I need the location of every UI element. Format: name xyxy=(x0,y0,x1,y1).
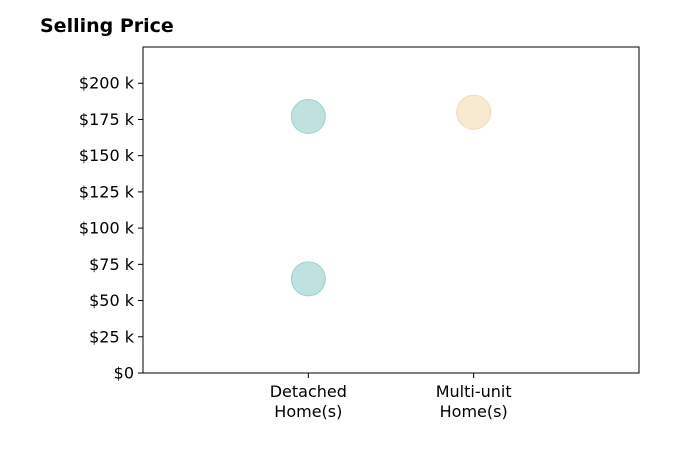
data-point-1 xyxy=(290,261,326,297)
data-point-0 xyxy=(290,99,326,135)
y-tick-label-8: $200 k xyxy=(79,74,135,93)
x-tick-label-0: Detached Home(s) xyxy=(270,382,347,421)
chart-title: Selling Price xyxy=(40,15,174,37)
y-tick-label-0: $0 xyxy=(114,364,134,383)
y-tick-label-4: $100 k xyxy=(79,219,135,238)
y-axis: $0 $25 k $50 k $75 k $100 k $125 k $150 k $175 … xyxy=(79,74,143,383)
y-tick-label-1: $25 k xyxy=(89,327,135,346)
x-tick-label-1: Multi-unit Home(s) xyxy=(436,382,512,421)
y-tick-label-5: $125 k xyxy=(79,182,135,201)
points-layer xyxy=(290,94,492,297)
x-axis: Detached Home(s) Multi-unit Home(s) xyxy=(270,373,512,421)
y-tick-label-2: $50 k xyxy=(89,291,135,310)
y-tick-label-6: $150 k xyxy=(79,146,135,165)
plot-area-frame xyxy=(142,46,640,374)
y-tick-label-3: $75 k xyxy=(89,255,135,274)
y-tick-label-7: $175 k xyxy=(79,110,135,129)
data-point-2 xyxy=(456,94,492,130)
